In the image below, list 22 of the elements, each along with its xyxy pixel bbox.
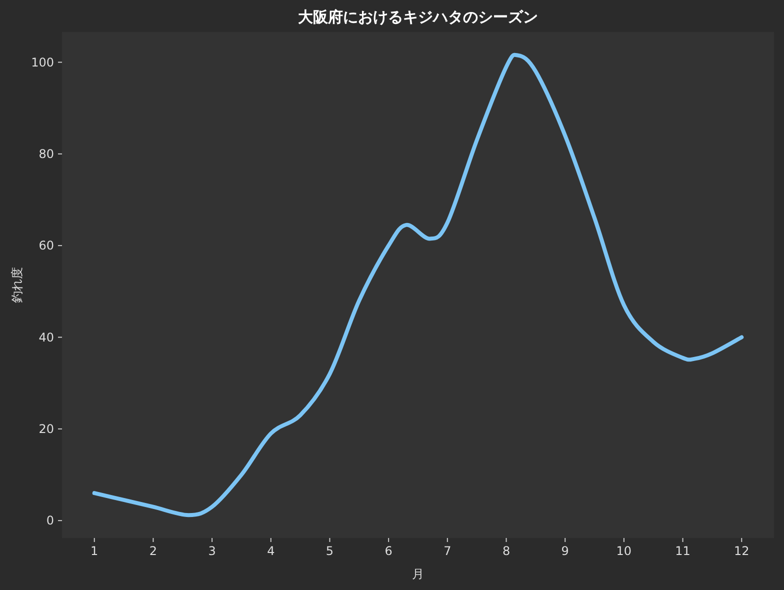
- x-tick-label: 3: [208, 544, 216, 558]
- y-tick-label: 60: [38, 238, 54, 253]
- x-tick-label: 6: [384, 544, 392, 558]
- y-tick-label: 80: [38, 146, 54, 161]
- x-tick-label: 4: [267, 544, 275, 558]
- y-tick-label: 40: [38, 330, 54, 344]
- x-tick-label: 2: [149, 544, 158, 558]
- chart-title: 大阪府におけるキジハタのシーズン: [298, 8, 538, 26]
- x-tick-label: 9: [561, 544, 569, 558]
- x-tick-label: 12: [734, 544, 750, 558]
- x-tick-label: 1: [90, 544, 98, 558]
- x-tick-label: 5: [326, 544, 334, 558]
- x-tick-label: 11: [675, 544, 690, 558]
- x-tick-label: 10: [616, 544, 632, 558]
- y-axis-title: 釣れ度: [10, 267, 24, 303]
- y-tick-label: 0: [46, 514, 54, 528]
- x-tick-label: 8: [502, 544, 510, 558]
- x-axis-title: 月: [412, 567, 424, 581]
- y-tick-label: 100: [31, 55, 54, 70]
- x-tick-label: 7: [444, 544, 452, 558]
- line-series: [92, 53, 744, 518]
- y-tick-label: 20: [38, 422, 54, 436]
